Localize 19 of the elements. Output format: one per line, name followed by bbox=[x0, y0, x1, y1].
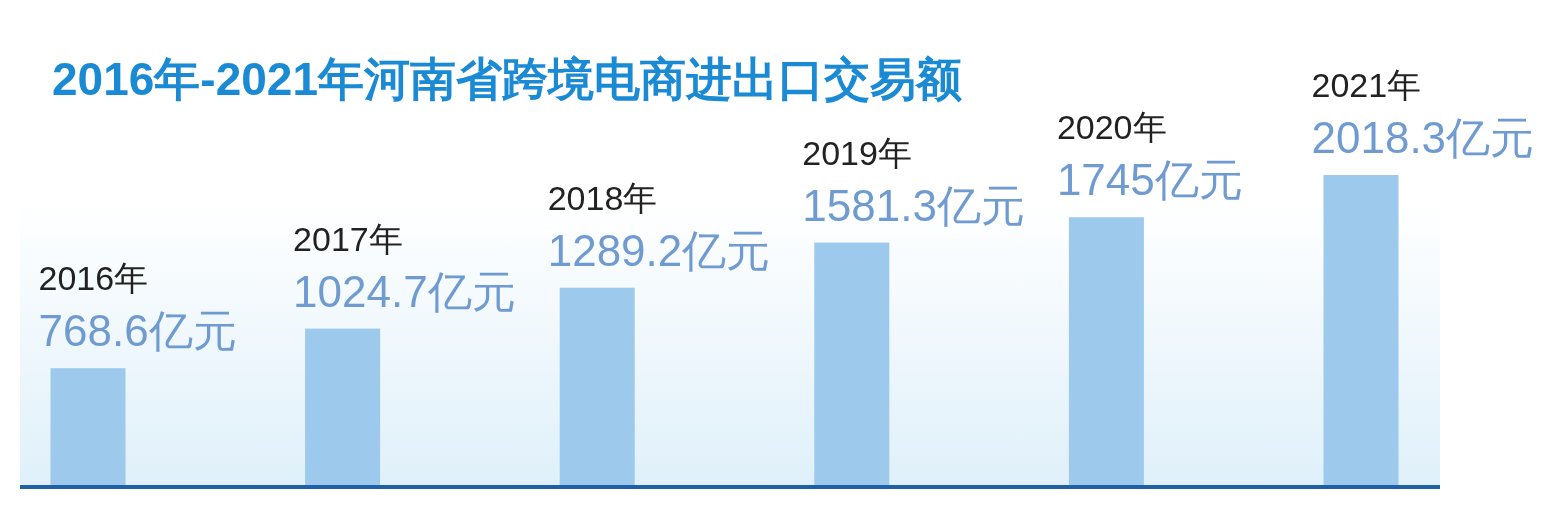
bar bbox=[1068, 217, 1144, 487]
data-label: 1581.3亿元 bbox=[802, 180, 1025, 230]
x-tick-label: 2021年 bbox=[1311, 66, 1422, 104]
data-label: 1024.7亿元 bbox=[293, 266, 516, 316]
bar bbox=[305, 328, 381, 487]
bar bbox=[814, 242, 890, 487]
bar bbox=[50, 368, 126, 487]
chart-title: 2016年-2021年河南省跨境电商进出口交易额 bbox=[52, 53, 962, 105]
data-label: 1745亿元 bbox=[1056, 155, 1243, 205]
bar bbox=[559, 287, 635, 487]
data-label: 1289.2亿元 bbox=[547, 225, 771, 275]
x-tick-label: 2020年 bbox=[1056, 108, 1167, 147]
x-tick-label: 2016年 bbox=[38, 259, 149, 298]
x-tick-label: 2019年 bbox=[802, 133, 912, 172]
x-tick-label: 2018年 bbox=[547, 178, 658, 217]
x-tick-label: 2017年 bbox=[293, 219, 403, 258]
data-label: 2018.3亿元 bbox=[1311, 113, 1535, 162]
data-label: 768.6亿元 bbox=[38, 306, 237, 356]
bar bbox=[1323, 175, 1399, 487]
